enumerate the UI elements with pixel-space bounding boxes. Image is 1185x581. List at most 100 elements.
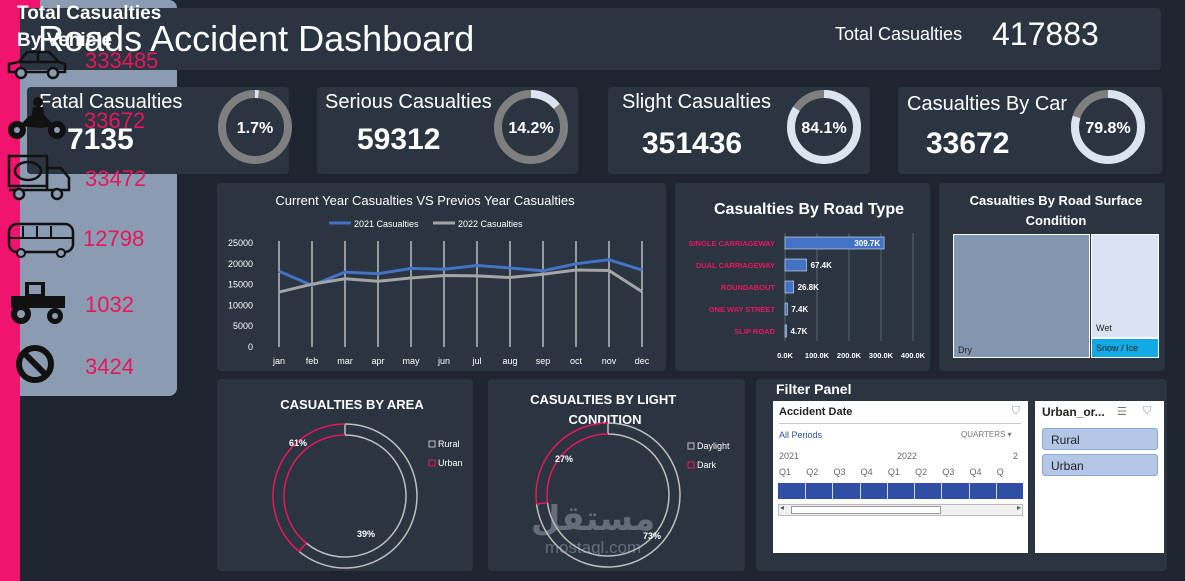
treemap-wet: Wet [1091, 234, 1159, 338]
y-tick-label: 15000 [228, 280, 253, 290]
year-next: 2 [1013, 451, 1019, 461]
vehicle-value: 33672 [84, 108, 146, 133]
quarter-label: Q3 [942, 467, 955, 477]
clear-filter-icon[interactable]: ⛉ [1011, 405, 1020, 417]
data-label: 309.7K [854, 239, 880, 248]
kpi-value: 59312 [357, 123, 441, 156]
donut-segment-inner [546, 433, 670, 557]
car-icon [7, 50, 67, 80]
kpi-donut-arc [218, 90, 292, 164]
series-line-2021 [278, 258, 643, 288]
quarter-label: Q1 [887, 467, 900, 477]
timeline-divider [968, 483, 970, 499]
clear-filter-icon[interactable]: ⛉ [1143, 405, 1152, 417]
area-slicer-title: Urban_or... [1042, 405, 1105, 419]
legend-urban: Urban [438, 458, 463, 468]
area-label-urban: 39% [357, 529, 375, 539]
treemap-label-wet: Wet [1096, 323, 1112, 333]
kpi-slight: Slight Casualties 351436 84.1% [608, 87, 870, 174]
bar [784, 258, 807, 272]
light-label-daylight: 73% [643, 531, 661, 541]
legend-2021: 2021 Casualties [354, 219, 419, 229]
road-type-chart: Casualties By Road Type SINGLE CARRIAGEW… [689, 201, 926, 360]
line-chart: Current Year Casualties VS Previos Year … [228, 193, 650, 366]
data-label: 26.8K [798, 283, 820, 292]
donut-segment-inner [305, 434, 407, 558]
legend-rural: Rural [438, 439, 460, 449]
x-tick-label: sep [536, 356, 551, 366]
series-line-2022 [278, 268, 643, 294]
quarter-labels: Q1 Q2 Q3 Q4 Q1 Q2 Q3 Q4 Q [779, 467, 1024, 479]
x-tick-label: 300.0K [869, 351, 894, 360]
multi-select-icon[interactable]: ☰ [1117, 406, 1127, 418]
kpi-percent: 79.8% [1085, 120, 1130, 137]
line-chart-legend: 2021 Casualties 2022 Casualties [329, 219, 523, 229]
line-chart-title: Current Year Casualties VS Previos Year … [275, 193, 575, 208]
category-label: SINGLE CARRIAGEWAY [689, 239, 775, 248]
treemap-label-dry: Dry [958, 345, 972, 355]
vehicle-value: 1032 [85, 292, 134, 317]
road-surface-title: Casualties By Road Surface Condition [969, 193, 1143, 228]
road-surface-panel: Casualties By Road Surface Condition Dry… [939, 183, 1165, 371]
kpi-percent: 84.1% [801, 120, 846, 137]
kpi-label: Fatal Casualties [39, 91, 183, 113]
slicer-item-urban[interactable]: Urban [1042, 454, 1158, 476]
tractor-icon [11, 282, 65, 324]
donut-segment [535, 422, 681, 568]
kpi-serious: Serious Casualties 59312 14.2% [317, 87, 578, 174]
donut-segment [535, 422, 609, 505]
kpi-percent: 1.7% [237, 120, 273, 137]
donut-segment-edge [536, 501, 548, 505]
kpi-label: Serious Casualties [325, 91, 492, 113]
scroll-right-icon[interactable]: ▸ [1016, 503, 1021, 512]
kpi-label: Casualties By Car [907, 93, 1068, 115]
bar [784, 280, 794, 294]
quarter-label: Q1 [779, 467, 792, 477]
kpi-fatal: Fatal Casualties 7135 1.7% [27, 87, 292, 174]
watermark: مستقل mostaql.com [518, 500, 668, 570]
vehicle-value: 12798 [83, 226, 145, 251]
kpi-donut-arc [787, 90, 861, 164]
kpi-donut: 14.2% [494, 90, 568, 164]
scroll-left-icon[interactable]: ◂ [780, 503, 785, 512]
timeline-divider [805, 483, 807, 499]
vehicle-value: 3424 [85, 354, 134, 379]
timeline-divider [941, 483, 943, 499]
vehicle-value: 33472 [85, 166, 147, 191]
area-panel: CASUALTIES BY AREA 61% 39% Rural Urban [217, 379, 473, 571]
total-casualties-value: 417883 [992, 16, 1099, 52]
category-label: SLIP ROAD [734, 327, 775, 336]
scroll-thumb[interactable] [791, 506, 941, 514]
bar [784, 302, 788, 316]
slicer-item-rural[interactable]: Rural [1042, 428, 1158, 450]
kpi-donut-arc [494, 90, 568, 164]
x-tick-label: 0.0K [777, 351, 793, 360]
timeline-divider [914, 483, 916, 499]
timeline-bar[interactable] [778, 483, 1023, 499]
x-tick-label: jun [437, 356, 450, 366]
granularity-dropdown[interactable]: QUARTERS ▾ [961, 430, 1012, 439]
kpi-donut: 84.1% [787, 90, 861, 164]
donut-segment [298, 423, 418, 569]
bar [784, 236, 885, 250]
watermark-latin: mostaql.com [544, 538, 642, 557]
kpi-value: 351436 [642, 127, 743, 160]
timeline-scrollbar[interactable]: ◂ ▸ [778, 503, 1023, 516]
x-tick-label: 100.0K [805, 351, 830, 360]
category-label: DUAL CARRIAGEWAY [696, 261, 775, 270]
vehicle-panel-title: Total Casualties By Vehicle [17, 3, 162, 51]
donut-segment-inner [283, 434, 346, 544]
all-periods-label: All Periods [779, 430, 823, 440]
x-tick-label: 400.0K [901, 351, 926, 360]
filter-panel: Filter Panel Accident Date ⛉ All Periods… [756, 379, 1167, 571]
area-slicer[interactable]: Urban_or... ☰ ⛉ Rural Urban [1035, 401, 1164, 553]
date-slicer[interactable]: Accident Date ⛉ All Periods QUARTERS ▾ 2… [773, 401, 1028, 553]
x-tick-label: 200.0K [837, 351, 862, 360]
data-label: 67.4K [811, 261, 833, 270]
kpi-percent: 14.2% [508, 120, 553, 137]
vehicle-row-truck: 33472 [0, 152, 177, 202]
donut-segment [272, 423, 346, 553]
legend-2022: 2022 Casualties [458, 219, 523, 229]
light-donut-chart: CASUALTIES BY LIGHT CONDITION 27% 73% Da… [530, 392, 730, 568]
vehicle-row-motorcycle: 33672 [0, 96, 177, 146]
